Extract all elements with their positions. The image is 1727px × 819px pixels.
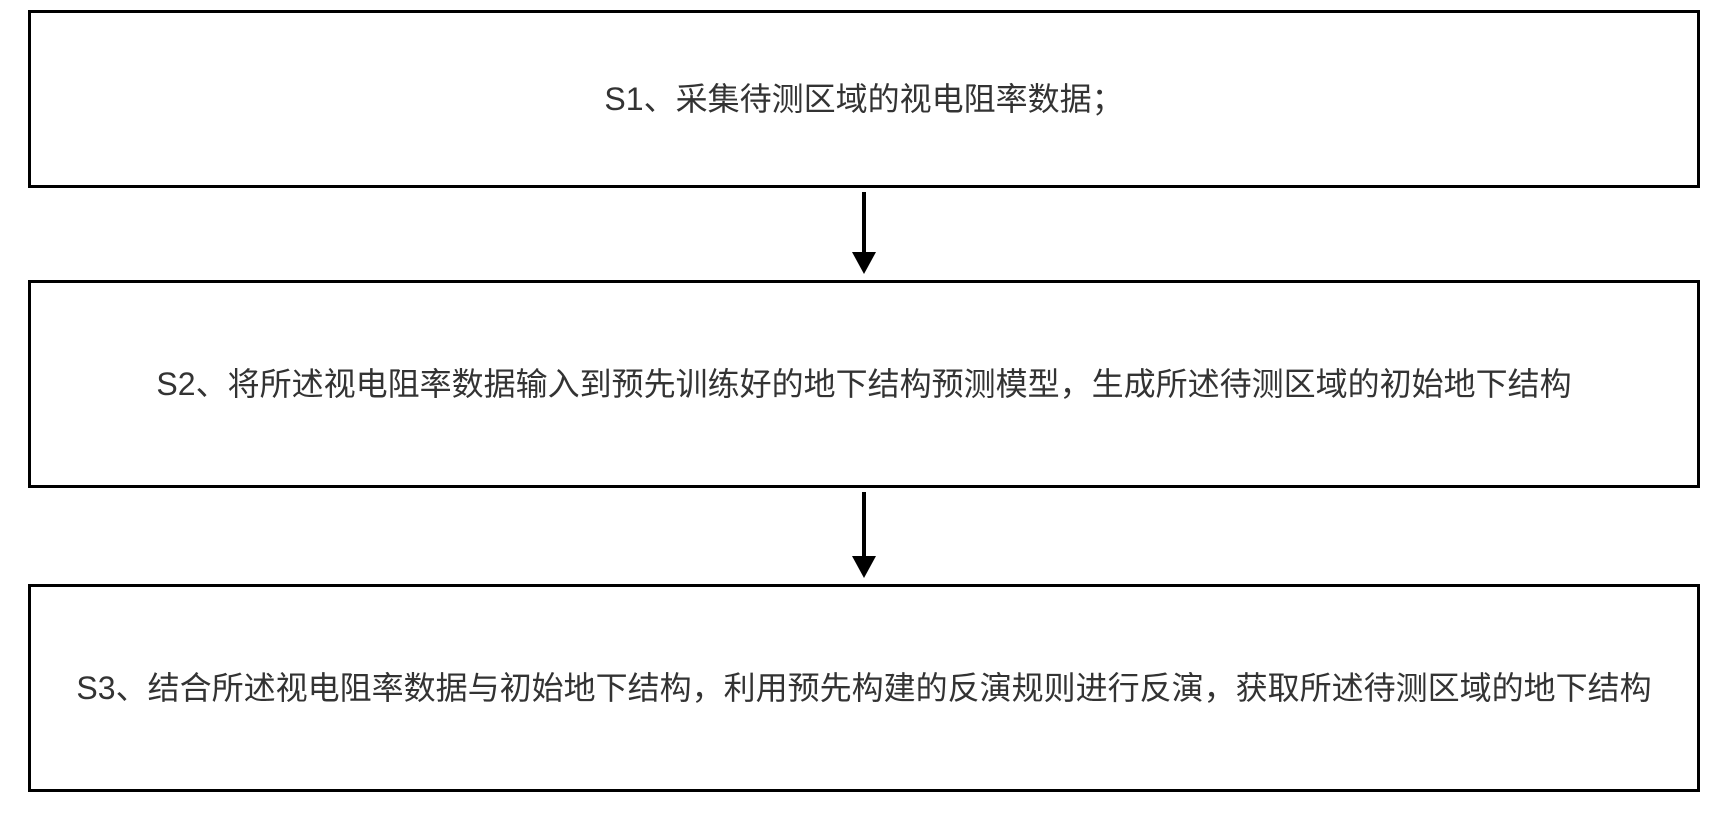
arrow-down-icon bbox=[848, 192, 880, 274]
flowchart-canvas: S1、采集待测区域的视电阻率数据； S2、将所述视电阻率数据输入到预先训练好的地… bbox=[0, 0, 1727, 819]
step-box-s2: S2、将所述视电阻率数据输入到预先训练好的地下结构预测模型，生成所述待测区域的初… bbox=[28, 280, 1700, 488]
arrow-down-icon bbox=[848, 492, 880, 578]
step-box-s1: S1、采集待测区域的视电阻率数据； bbox=[28, 10, 1700, 188]
step-label: S1、采集待测区域的视电阻率数据； bbox=[604, 75, 1123, 123]
step-box-s3: S3、结合所述视电阻率数据与初始地下结构，利用预先构建的反演规则进行反演，获取所… bbox=[28, 584, 1700, 792]
step-label: S2、将所述视电阻率数据输入到预先训练好的地下结构预测模型，生成所述待测区域的初… bbox=[156, 360, 1571, 408]
step-label: S3、结合所述视电阻率数据与初始地下结构，利用预先构建的反演规则进行反演，获取所… bbox=[76, 664, 1651, 712]
